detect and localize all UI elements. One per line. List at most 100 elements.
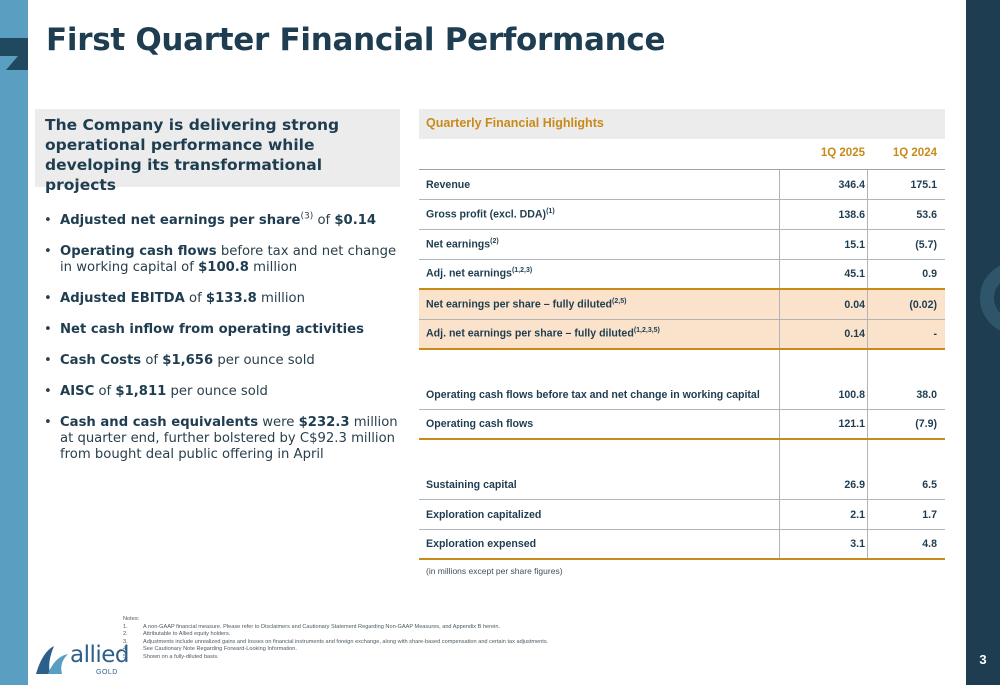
row-label-text: Adj. net earnings bbox=[426, 268, 512, 280]
highlight-text: million bbox=[256, 291, 305, 306]
highlight-value: $100.8 bbox=[198, 260, 249, 275]
table-row: Exploration capitalized 2.1 1.7 bbox=[419, 500, 945, 530]
cell-1q2024: 4.8 bbox=[922, 538, 937, 550]
note-text: Adjustments include unrealized gains and… bbox=[143, 638, 549, 645]
cell-1q2025: 2.1 bbox=[850, 509, 865, 521]
table-row: Net earnings(2) 15.1 (5.7) bbox=[419, 230, 945, 260]
row-label-text: Exploration expensed bbox=[426, 538, 537, 550]
row-label: Revenue bbox=[426, 179, 470, 191]
table-column-headers: 1Q 2025 1Q 2024 bbox=[419, 139, 945, 170]
brand-mark-icon bbox=[0, 56, 18, 70]
left-accent-bar bbox=[0, 0, 28, 685]
table-footnote: (in millions except per share figures) bbox=[426, 566, 563, 576]
table-row: Net earnings per share – fully diluted(2… bbox=[419, 290, 945, 320]
note-item: 5. Shown on a fully-diluted basis. bbox=[123, 654, 643, 662]
highlight-text: per ounce sold bbox=[166, 384, 268, 399]
table-title: Quarterly Financial Highlights bbox=[419, 109, 945, 139]
row-label: Operating cash flows bbox=[426, 418, 533, 430]
highlight-metric: Cash Costs bbox=[60, 353, 142, 368]
note-item: 4. See Cautionary Note Regarding Forward-… bbox=[123, 646, 643, 654]
table-body: Revenue 346.4 175.1 Gross profit (excl. DDA… bbox=[419, 170, 945, 560]
highlight-metric: Operating cash flows bbox=[60, 244, 217, 259]
bullet-dot-icon: • bbox=[44, 384, 52, 399]
note-item: 3. Adjustments include unrealized gains a… bbox=[123, 639, 643, 647]
cell-1q2024: (0.02) bbox=[909, 299, 937, 311]
row-label-text: Gross profit (excl. DDA) bbox=[426, 209, 547, 221]
highlight-text: of bbox=[94, 384, 116, 399]
cell-1q2025: 346.4 bbox=[838, 179, 865, 191]
highlight-value: $232.3 bbox=[298, 415, 350, 430]
row-label: Net earnings per share – fully diluted(2… bbox=[426, 298, 626, 311]
note-text: See Cautionary Note Regarding Forward-Lo… bbox=[143, 646, 297, 653]
row-label: Adj. net earnings(1,2,3) bbox=[426, 267, 532, 280]
highlight-item: • Cash and cash equivalents were $232.3 m… bbox=[44, 415, 404, 463]
cell-1q2025: 3.1 bbox=[850, 538, 865, 550]
highlight-item: • AISC of $1,811 per ounce sold bbox=[44, 384, 404, 400]
cell-1q2024: (7.9) bbox=[915, 418, 937, 430]
cell-1q2024: 0.9 bbox=[922, 268, 937, 280]
note-text: A non-GAAP financial measure. Please ref… bbox=[143, 623, 501, 630]
page-number: 3 bbox=[979, 652, 987, 667]
column-header-1q2025: 1Q 2025 bbox=[820, 147, 865, 159]
row-label-text: Revenue bbox=[426, 179, 471, 191]
callout-box: The Company is delivering strong operati… bbox=[35, 109, 400, 194]
bullet-dot-icon: • bbox=[44, 353, 52, 368]
highlight-metric: Cash and cash equivalents bbox=[60, 415, 259, 430]
table-row: Gross profit (excl. DDA)(1) 138.6 53.6 bbox=[419, 200, 945, 230]
footnote-ref: (3) bbox=[300, 211, 314, 222]
highlight-metric: Adjusted EBITDA bbox=[60, 291, 185, 306]
bullet-dot-icon: • bbox=[44, 213, 52, 228]
row-label: Exploration expensed bbox=[426, 538, 536, 550]
footnote-ref: (1) bbox=[546, 208, 555, 216]
highlight-text: million at quarter end, further bolstere… bbox=[60, 415, 398, 462]
highlights-list: • Adjusted net earnings per share(3) of $… bbox=[44, 211, 404, 478]
cell-1q2025: 121.1 bbox=[838, 418, 865, 430]
highlight-text: per ounce sold bbox=[213, 353, 315, 368]
cell-1q2024: 38.0 bbox=[916, 389, 937, 401]
highlight-text: of bbox=[184, 291, 206, 306]
highlight-item: • Adjusted EBITDA of $133.8 million bbox=[44, 291, 404, 307]
cell-1q2025: 0.04 bbox=[844, 299, 865, 311]
note-item: 1. A non-GAAP financial measure. Please r… bbox=[123, 624, 643, 632]
note-text: Attributable to Allied equity holders. bbox=[143, 631, 231, 638]
highlight-value: $1,811 bbox=[115, 384, 167, 399]
row-label: Sustaining capital bbox=[426, 479, 517, 491]
highlight-item: • Operating cash flows before tax and net… bbox=[44, 244, 404, 276]
highlight-item: • Adjusted net earnings per share(3) of $… bbox=[44, 211, 404, 229]
row-label: Gross profit (excl. DDA)(1) bbox=[426, 208, 555, 221]
row-label: Exploration capitalized bbox=[426, 509, 541, 521]
highlight-value: $0.14 bbox=[334, 213, 377, 228]
notes-list: 1. A non-GAAP financial measure. Please r… bbox=[123, 624, 643, 662]
table-row: Operating cash flows 121.1 (7.9) bbox=[419, 410, 945, 440]
bullet-dot-icon: • bbox=[44, 244, 52, 259]
table-row: Exploration expensed 3.1 4.8 bbox=[419, 530, 945, 560]
table-row: Sustaining capital 26.9 6.5 bbox=[419, 440, 945, 500]
cell-1q2025: 138.6 bbox=[838, 209, 865, 221]
row-label-text: Adj. net earnings per share – fully dilu… bbox=[426, 328, 634, 340]
cell-1q2024: 175.1 bbox=[910, 179, 937, 191]
footnote-ref: (2,5) bbox=[612, 298, 627, 306]
row-label-text: Sustaining capital bbox=[426, 479, 517, 491]
logo-subtext: GOLD bbox=[96, 669, 118, 676]
notes: Notes: 1. A non-GAAP financial measure. P… bbox=[123, 616, 643, 662]
bullet-dot-icon: • bbox=[44, 322, 52, 337]
cell-1q2025: 0.14 bbox=[844, 328, 865, 340]
cell-1q2025: 100.8 bbox=[838, 389, 865, 401]
bullet-dot-icon: • bbox=[44, 415, 52, 430]
highlight-metric: Net cash inflow from operating activitie… bbox=[60, 322, 364, 337]
logo-wordmark: allied bbox=[70, 642, 130, 668]
row-label-text: Operating cash flows bbox=[426, 418, 534, 430]
column-header-1q2024: 1Q 2024 bbox=[892, 147, 937, 159]
bullet-dot-icon: • bbox=[44, 291, 52, 306]
right-accent-bar bbox=[966, 0, 1000, 685]
note-number: 1. bbox=[123, 623, 128, 630]
note-number: 3. bbox=[123, 638, 128, 645]
highlight-value: $1,656 bbox=[162, 353, 214, 368]
table-row: Adj. net earnings per share – fully dilu… bbox=[419, 320, 945, 350]
row-label-text: Exploration capitalized bbox=[426, 509, 542, 521]
highlight-text: million bbox=[248, 260, 298, 275]
row-label-text: Net earnings per share – fully diluted bbox=[426, 299, 613, 311]
cell-1q2024: 1.7 bbox=[922, 509, 937, 521]
note-number: 5. bbox=[123, 653, 128, 660]
cell-1q2024: 6.5 bbox=[922, 479, 937, 491]
